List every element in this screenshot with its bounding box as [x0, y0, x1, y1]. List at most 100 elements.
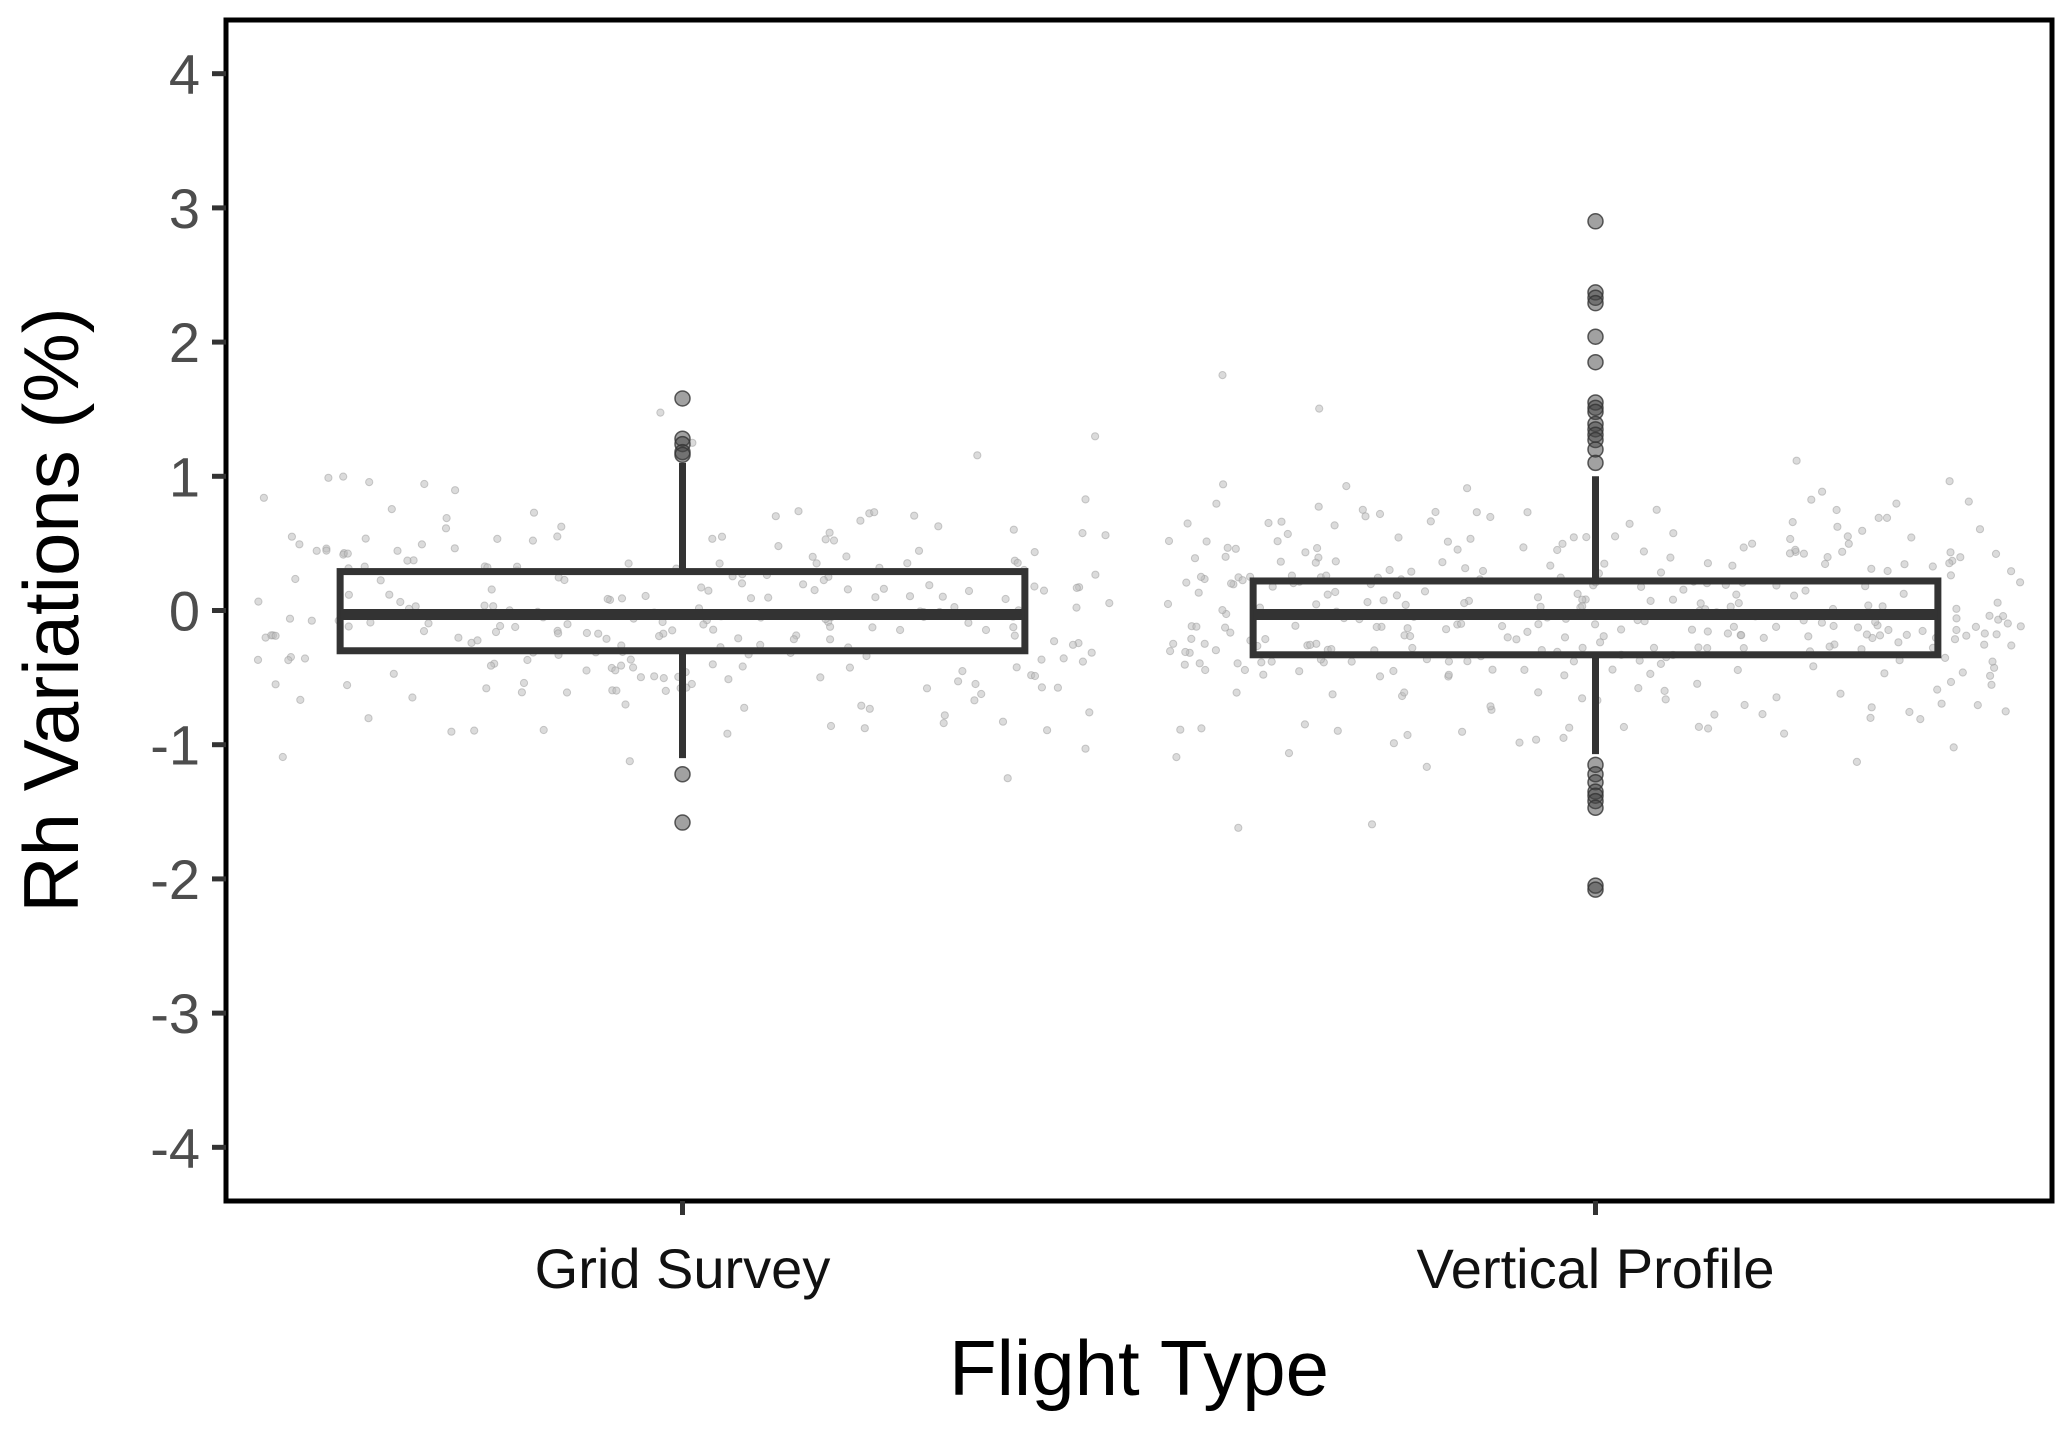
jitter-point [1200, 639, 1209, 648]
jitter-point [617, 594, 627, 603]
jitter-point [1634, 684, 1643, 693]
jitter-point [1532, 735, 1541, 744]
jitter-point [708, 534, 717, 543]
jitter-point [1652, 505, 1661, 514]
jitter-point [1519, 543, 1528, 552]
jitter-point [914, 546, 924, 555]
jitter-point [715, 559, 724, 568]
jitter-point [1534, 620, 1543, 629]
jitter-point [1234, 823, 1243, 832]
jitter-point [307, 616, 316, 625]
jitter-point [1180, 660, 1189, 669]
jitter-point [1693, 679, 1702, 688]
jitter-point [1238, 576, 1247, 585]
jitter-point [1218, 371, 1227, 380]
jitter-point [1669, 529, 1678, 538]
jitter-point [2001, 707, 2010, 716]
jitter-point [1013, 558, 1022, 568]
jitter-point [868, 623, 877, 632]
jitter-point [661, 686, 670, 696]
jitter-point [1818, 487, 1827, 496]
jitter-point [1937, 699, 1946, 708]
jitter-point [603, 594, 612, 604]
jitter-point [1900, 560, 1909, 569]
jitter-point [1264, 518, 1273, 528]
jitter-point [1874, 513, 1883, 523]
jitter-point [910, 511, 919, 520]
jitter-point [1617, 625, 1626, 634]
jitter-point [1444, 670, 1453, 679]
jitter-point [896, 625, 905, 635]
jitter-point [1582, 533, 1591, 542]
jitter-point [938, 592, 947, 601]
jitter-point [1183, 519, 1192, 528]
jitter-point [699, 620, 708, 629]
jitter-point [1420, 587, 1430, 596]
jitter-point [611, 666, 620, 675]
jitter-point [387, 505, 396, 514]
jitter-point [1072, 583, 1081, 593]
jitter-point [656, 408, 665, 417]
jitter-point [697, 583, 706, 592]
jitter-point [1946, 677, 1956, 687]
jitter-point [1512, 635, 1521, 644]
jitter-point [1453, 545, 1462, 554]
jitter-point [1941, 653, 1950, 663]
jitter-point [1843, 532, 1852, 541]
jitter-point [296, 695, 305, 705]
jitter-point [1952, 614, 1961, 623]
jitter-point [1599, 632, 1608, 641]
jitter-point [1072, 603, 1081, 612]
jitter-point [271, 631, 280, 640]
jitter-point [1313, 544, 1322, 553]
jitter-point [977, 689, 986, 699]
jitter-point [1385, 565, 1394, 575]
jitter-point [1311, 558, 1320, 567]
jitter-point [1182, 578, 1191, 587]
jitter-point [771, 512, 780, 521]
jitter-point [1875, 631, 1885, 640]
jitter-point [1403, 730, 1412, 740]
jitter-point [612, 686, 621, 695]
jitter-point [709, 625, 718, 634]
jitter-point [1591, 620, 1600, 629]
jitter-point [1192, 622, 1201, 631]
jitter-point [417, 540, 426, 549]
jitter-point [1219, 480, 1228, 489]
y-tick-label: -1 [150, 714, 200, 777]
jitter-point [1973, 701, 1982, 710]
jitter-point [442, 514, 451, 523]
jitter-point [1883, 566, 1892, 576]
jitter-point [364, 714, 373, 723]
jitter-point [1945, 559, 1954, 568]
jitter-point [1323, 590, 1332, 599]
jitter-point [1444, 657, 1454, 666]
jitter-point [1825, 642, 1834, 651]
jitter-point [1463, 484, 1472, 493]
jitter-point [253, 655, 263, 665]
jitter-point [871, 593, 880, 602]
jitter-point [708, 660, 717, 669]
jitter-point [1331, 587, 1340, 597]
jitter-point [1078, 529, 1087, 538]
jitter-point [1946, 548, 1955, 557]
jitter-point [903, 559, 912, 568]
x-axis-title: Flight Type [949, 1324, 1329, 1412]
jitter-point [794, 507, 803, 516]
jitter-point [1902, 630, 1911, 640]
jitter-point [1639, 547, 1649, 556]
jitter-point [1986, 671, 1995, 680]
jitter-point [1952, 604, 1961, 613]
jitter-point [626, 655, 635, 664]
jitter-point [1772, 622, 1781, 632]
jitter-point [789, 635, 799, 644]
jitter-point [845, 663, 855, 672]
jitter-point [1009, 623, 1018, 632]
jitter-point [1039, 586, 1049, 595]
jitter-point [493, 534, 502, 544]
jitter-point [1710, 710, 1719, 719]
jitter-point [1202, 537, 1211, 546]
jitter-point [1223, 543, 1232, 552]
jitter-point [1037, 683, 1047, 692]
